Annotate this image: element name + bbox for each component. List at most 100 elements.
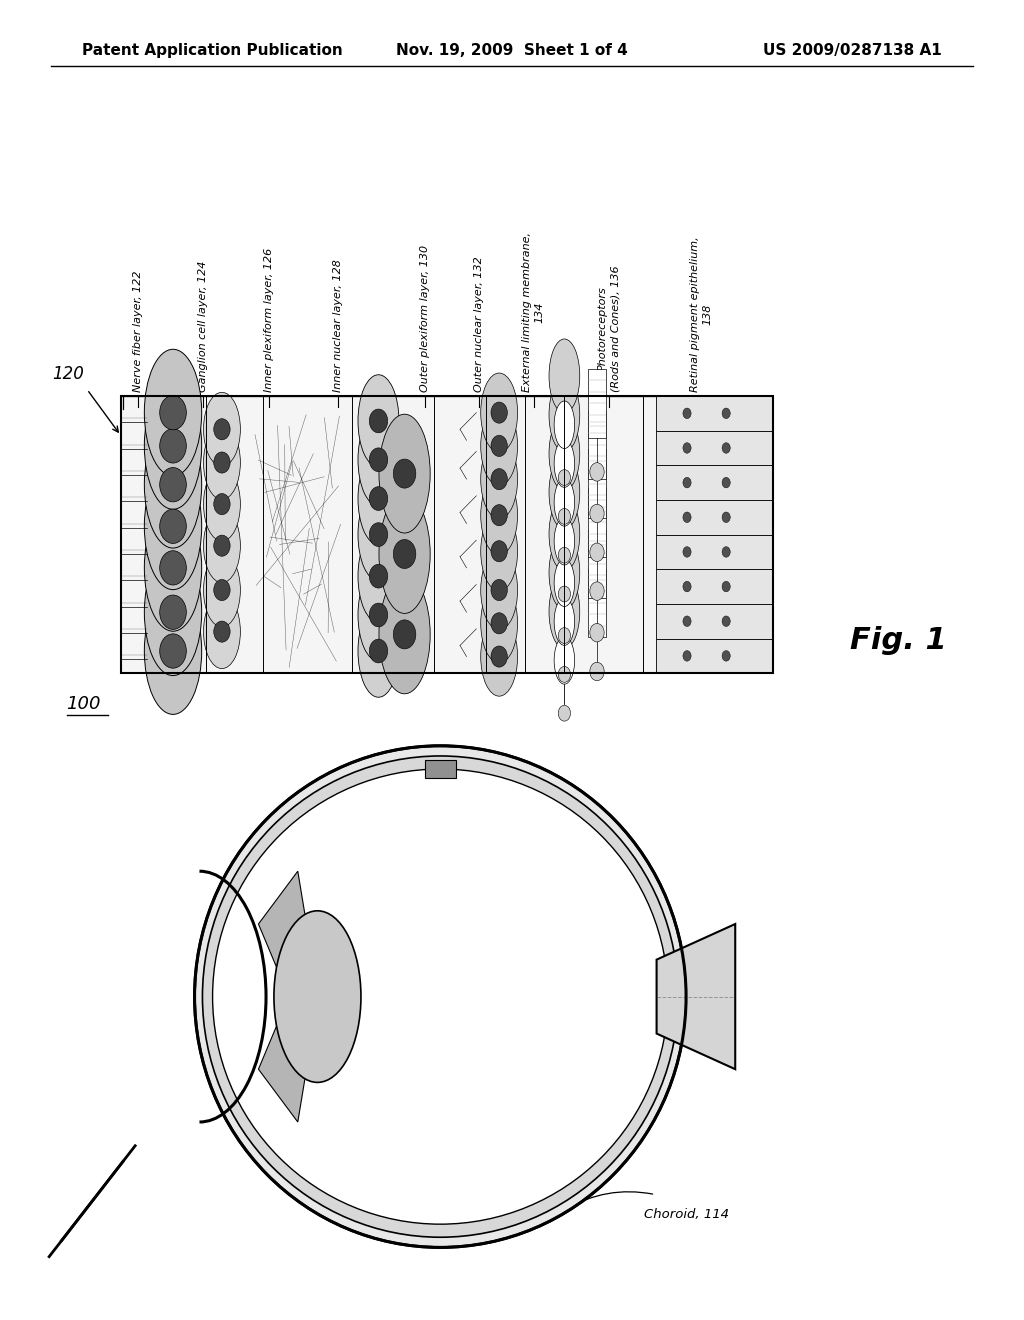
Circle shape: [683, 442, 691, 453]
Ellipse shape: [213, 770, 668, 1224]
Ellipse shape: [204, 508, 241, 582]
Circle shape: [160, 510, 186, 544]
Ellipse shape: [480, 440, 517, 519]
Ellipse shape: [480, 512, 517, 591]
Ellipse shape: [203, 756, 678, 1237]
Ellipse shape: [554, 401, 574, 449]
Circle shape: [214, 418, 230, 440]
Circle shape: [683, 512, 691, 523]
Ellipse shape: [144, 504, 202, 631]
Circle shape: [590, 463, 604, 482]
Bar: [588, 529, 606, 598]
Ellipse shape: [554, 560, 574, 607]
Ellipse shape: [480, 374, 517, 453]
Circle shape: [722, 478, 730, 488]
Ellipse shape: [144, 463, 202, 590]
Ellipse shape: [480, 583, 517, 663]
Ellipse shape: [549, 339, 580, 413]
Ellipse shape: [480, 475, 517, 554]
Text: Patent Application Publication: Patent Application Publication: [82, 44, 343, 58]
Circle shape: [160, 634, 186, 668]
Circle shape: [590, 623, 604, 642]
Ellipse shape: [204, 392, 241, 466]
Bar: [655, 639, 773, 673]
Circle shape: [558, 470, 570, 486]
Bar: [588, 449, 606, 517]
Bar: [655, 430, 773, 466]
Bar: [655, 535, 773, 569]
Circle shape: [214, 620, 230, 642]
Circle shape: [490, 436, 507, 457]
Ellipse shape: [554, 636, 574, 684]
Circle shape: [214, 535, 230, 556]
Bar: [121, 396, 773, 673]
Text: Nerve fiber layer, 122: Nerve fiber layer, 122: [133, 271, 143, 392]
Text: Inner plexiform layer, 126: Inner plexiform layer, 126: [264, 248, 274, 392]
Bar: [588, 569, 606, 638]
Circle shape: [370, 639, 388, 663]
Ellipse shape: [144, 587, 202, 714]
Ellipse shape: [144, 350, 202, 477]
Ellipse shape: [549, 417, 580, 491]
Ellipse shape: [554, 440, 574, 487]
Bar: [655, 605, 773, 639]
Ellipse shape: [554, 479, 574, 527]
Text: Ganglion cell layer, 124: Ganglion cell layer, 124: [198, 260, 208, 392]
Circle shape: [683, 546, 691, 557]
Ellipse shape: [358, 375, 399, 467]
Circle shape: [370, 487, 388, 511]
Circle shape: [683, 408, 691, 418]
Circle shape: [683, 651, 691, 661]
Bar: [121, 396, 773, 673]
Circle shape: [490, 612, 507, 634]
Ellipse shape: [144, 383, 202, 510]
Text: Outer plexiform layer, 130: Outer plexiform layer, 130: [420, 246, 430, 392]
Text: Inner nuclear layer, 128: Inner nuclear layer, 128: [333, 259, 343, 392]
Circle shape: [490, 579, 507, 601]
Ellipse shape: [480, 550, 517, 630]
Circle shape: [393, 459, 416, 488]
Text: Choroid, 114: Choroid, 114: [643, 1208, 729, 1221]
Polygon shape: [258, 1003, 317, 1122]
Circle shape: [683, 581, 691, 591]
Circle shape: [370, 523, 388, 546]
Circle shape: [558, 508, 570, 524]
Ellipse shape: [358, 453, 399, 545]
Ellipse shape: [358, 605, 399, 697]
Circle shape: [214, 494, 230, 515]
Circle shape: [558, 548, 570, 564]
Bar: [655, 569, 773, 605]
Text: Retinal pigment epithelium,
138: Retinal pigment epithelium, 138: [690, 236, 713, 392]
Circle shape: [722, 442, 730, 453]
Ellipse shape: [274, 911, 360, 1082]
Circle shape: [683, 616, 691, 627]
Text: 120: 120: [52, 364, 84, 383]
Circle shape: [558, 705, 570, 721]
Text: US 2009/0287138 A1: US 2009/0287138 A1: [763, 44, 942, 58]
Circle shape: [558, 667, 570, 682]
Circle shape: [160, 467, 186, 502]
Ellipse shape: [480, 407, 517, 486]
Ellipse shape: [144, 421, 202, 548]
Circle shape: [683, 478, 691, 488]
Ellipse shape: [379, 495, 430, 614]
Circle shape: [214, 451, 230, 473]
Circle shape: [490, 645, 507, 667]
Circle shape: [160, 396, 186, 430]
Ellipse shape: [358, 413, 399, 506]
Ellipse shape: [379, 576, 430, 694]
Ellipse shape: [204, 425, 241, 499]
Circle shape: [490, 403, 507, 424]
Ellipse shape: [204, 553, 241, 627]
Bar: [588, 488, 606, 557]
Text: Outer nuclear layer, 132: Outer nuclear layer, 132: [474, 256, 484, 392]
Circle shape: [160, 550, 186, 585]
Circle shape: [722, 616, 730, 627]
Ellipse shape: [554, 517, 574, 565]
Ellipse shape: [549, 536, 580, 610]
Circle shape: [722, 408, 730, 418]
Ellipse shape: [358, 488, 399, 581]
Circle shape: [160, 595, 186, 630]
Circle shape: [490, 541, 507, 562]
Ellipse shape: [549, 574, 580, 648]
